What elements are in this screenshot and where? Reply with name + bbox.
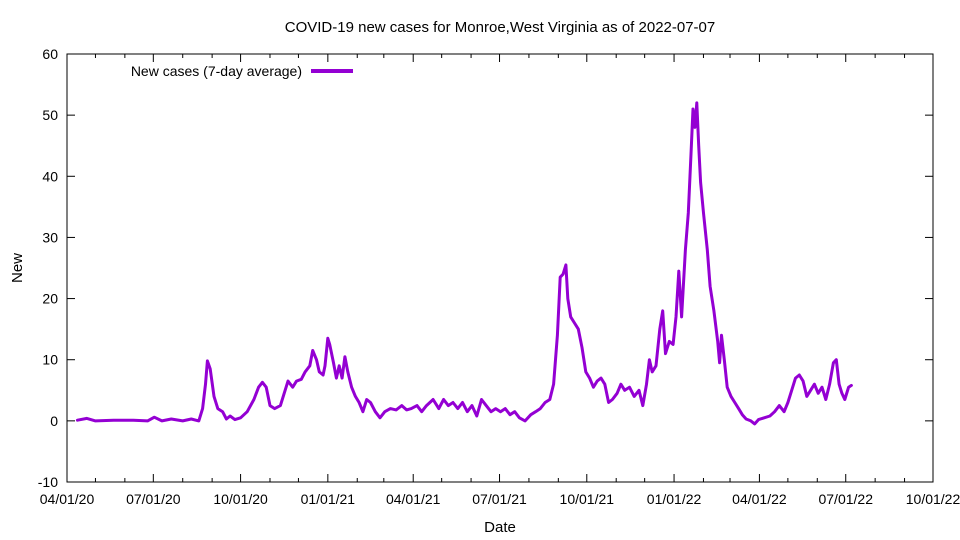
y-tick-label: 50	[42, 107, 58, 123]
x-tick-label: 10/01/21	[560, 491, 615, 507]
y-axis: -10 0 10 20 30 40 50 60	[38, 46, 933, 490]
series-line-new-cases	[75, 101, 853, 426]
x-tick-label: 07/01/20	[126, 491, 181, 507]
legend: New cases (7-day average)	[131, 63, 353, 79]
x-tick-label: 07/01/21	[472, 491, 527, 507]
y-tick-label: 20	[42, 291, 58, 307]
y-tick-label: 60	[42, 46, 58, 62]
x-tick-label: 07/01/22	[818, 491, 873, 507]
x-axis: 04/01/20 07/01/20 10/01/20 01/01/21 04/01/21…	[40, 54, 960, 507]
x-tick-label: 04/01/22	[732, 491, 787, 507]
x-axis-label: Date	[484, 519, 516, 536]
y-tick-label: 10	[42, 352, 58, 368]
y-tick-label: -10	[38, 474, 58, 490]
series-layer	[75, 101, 853, 426]
y-tick-label: 0	[50, 413, 58, 429]
plot-frame	[66, 53, 934, 483]
x-tick-label: 04/01/20	[40, 491, 95, 507]
x-tick-label: 04/01/21	[386, 491, 441, 507]
x-tick-label: 10/01/22	[906, 491, 960, 507]
legend-label: New cases (7-day average)	[131, 63, 302, 79]
y-axis-label: New	[9, 253, 26, 283]
y-tick-label: 30	[42, 229, 58, 245]
x-tick-label: 10/01/20	[213, 491, 268, 507]
x-tick-label: 01/01/22	[647, 491, 702, 507]
x-tick-label: 01/01/21	[301, 491, 356, 507]
y-tick-label: 40	[42, 168, 58, 184]
chart-title: COVID-19 new cases for Monroe,West Virgi…	[285, 19, 716, 36]
